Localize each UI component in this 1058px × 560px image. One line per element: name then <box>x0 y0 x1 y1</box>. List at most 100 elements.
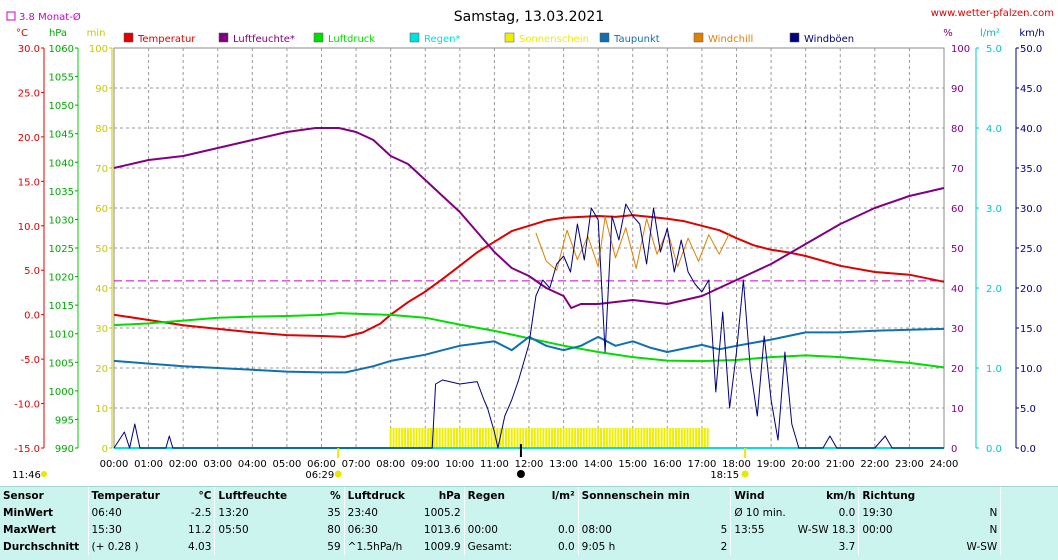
legend-label-1: Luftfeuchte* <box>233 34 295 45</box>
series-line-0 <box>113 214 945 338</box>
legend-label-5: Taupunkt <box>613 34 660 45</box>
sunshine-bar-72 <box>597 428 600 448</box>
x-tick-3: 03:00 <box>203 459 232 470</box>
sunshine-bar-15 <box>432 428 435 448</box>
series-line-3 <box>113 327 945 374</box>
stats-row-2-cell-5: ^1.5hPa/h <box>347 540 403 553</box>
sunshine-bar-39 <box>502 428 505 448</box>
rain-tick-4: 1.0 <box>986 364 1002 375</box>
moon-icon <box>516 470 525 478</box>
sunshine-bar-84 <box>631 428 634 448</box>
x-tick-1: 01:00 <box>134 459 163 470</box>
kmh-tick-8: 10.0 <box>1020 364 1042 375</box>
series-line-5 <box>113 203 944 449</box>
x-tick-12: 12:00 <box>515 459 544 470</box>
sunshine-bar-53 <box>542 428 545 448</box>
kmh-tick-7: 15.0 <box>1020 324 1042 335</box>
sunshine-bar-71 <box>594 428 597 448</box>
sunshine-bar-82 <box>625 428 628 448</box>
min-tick-6: 40 <box>95 284 108 295</box>
sunshine-bar-35 <box>490 428 493 448</box>
weather-chart: Samstag, 13.03.2021 www.wetter-pfalzen.c… <box>6 8 1054 481</box>
hpa-tick-7: 1025 <box>49 244 74 255</box>
series-line-4 <box>535 216 731 271</box>
sunshine-bar-59 <box>559 428 562 448</box>
site-link[interactable]: www.wetter-pfalzen.com <box>931 8 1054 19</box>
sunshine-bar-16 <box>435 428 438 448</box>
stats-row-0-cell-2: -2.5 <box>162 504 216 521</box>
hpa-tick-3: 1045 <box>49 130 74 141</box>
pct-tick-10: 0 <box>951 444 957 455</box>
sunshine-bar-23 <box>455 428 458 448</box>
x-tick-15: 15:00 <box>618 459 647 470</box>
x-tick-0: 00:00 <box>100 459 129 470</box>
pct-tick-4: 60 <box>951 204 964 215</box>
min-tick-8: 20 <box>95 364 108 375</box>
kmh-tick-4: 30.0 <box>1020 204 1042 215</box>
stats-row-1-cell-4: 80 <box>290 521 345 538</box>
sunshine-bar-102 <box>683 428 686 448</box>
stats-row-1-cell-12: W-SW 18.3 <box>792 521 860 538</box>
stats-header-cell-2: °C <box>162 487 216 504</box>
min-tick-1: 90 <box>95 84 108 95</box>
stats-row-1-cell-1: 15:30 <box>91 523 122 536</box>
kmh-tick-9: 5.0 <box>1020 404 1036 415</box>
sunshine-bar-105 <box>692 428 695 448</box>
sunshine-bar-26 <box>464 428 467 448</box>
sunshine-bar-50 <box>533 428 536 448</box>
sunshine-bar-7 <box>409 428 412 448</box>
sunshine-bar-97 <box>669 428 672 448</box>
sunshine-bar-101 <box>680 428 683 448</box>
sunshine-bar-74 <box>602 428 605 448</box>
temp-tick-5: 5.0 <box>24 266 40 277</box>
hpa-tick-11: 1005 <box>49 358 74 369</box>
sunshine-bar-78 <box>614 428 617 448</box>
hpa-tick-14: 990 <box>55 444 74 455</box>
rain-tick-0: 5.0 <box>986 44 1002 55</box>
sunshine-bar-58 <box>556 428 559 448</box>
min-tick-7: 30 <box>95 324 108 335</box>
sunrise-icon <box>334 470 342 478</box>
sunshine-bar-36 <box>493 428 496 448</box>
min-tick-4: 60 <box>95 204 108 215</box>
sunshine-bar-80 <box>620 428 623 448</box>
sunshine-bar-46 <box>522 428 525 448</box>
kmh-tick-5: 25.0 <box>1020 244 1042 255</box>
markers: 06:29 18:15 11:46 <box>12 444 749 481</box>
stats-row-0-cell-13: 19:30 <box>862 506 893 519</box>
sunshine-bar-21 <box>450 428 453 448</box>
stats-row-1-cell-13: 00:00 <box>862 523 893 536</box>
sunshine-bar-64 <box>574 428 577 448</box>
stats-header-cell-13: Richtung <box>862 489 916 502</box>
stats-header-cell-9: Sonnenschein min <box>581 489 690 502</box>
stats-row-2-cell-6: 1009.9 <box>410 538 465 555</box>
min-tick-9: 10 <box>95 404 108 415</box>
sunshine-bar-45 <box>519 428 522 448</box>
stats-row-1-cell-5: 06:30 <box>347 523 378 536</box>
hpa-tick-13: 995 <box>55 415 74 426</box>
sunshine-bar-31 <box>479 428 482 448</box>
sunshine-bar-47 <box>525 428 528 448</box>
stats-header-cell-10 <box>692 487 732 504</box>
sunshine-bar-106 <box>695 428 698 448</box>
stats-row-1-cell-3: 05:50 <box>218 523 249 536</box>
stats-row-2-cell-14: W-SW <box>930 538 1002 555</box>
sunshine-bar-42 <box>510 428 513 448</box>
x-tick-14: 14:00 <box>584 459 613 470</box>
pct-tick-5: 50 <box>951 244 964 255</box>
stats-row-0-cell-14: N <box>930 504 1002 521</box>
sunshine-bar-57 <box>553 428 556 448</box>
series-line-2 <box>113 312 945 369</box>
sunshine-bar-104 <box>689 428 692 448</box>
kmh-tick-0: 50.0 <box>1020 44 1042 55</box>
stats-row-2: Durchschnitt (+ 0.28 ) 4.03 59 ^1.5hPa/h 1009… <box>0 538 1002 555</box>
pct-tick-2: 80 <box>951 124 964 135</box>
stats-row-0-cell-3: 13:20 <box>218 506 249 519</box>
sunshine-bar-103 <box>686 428 689 448</box>
stats-row-2-cell-0: Durchschnitt <box>0 538 89 555</box>
axes: 30.0 25.0 20.0 15.0 10.0 5.0 0.0 -5.0 -10.0 -15.0… <box>14 44 1042 470</box>
stats-header-cell-5: Luftdruck <box>347 489 405 502</box>
x-tick-17: 17:00 <box>688 459 717 470</box>
stats-header-cell-6: hPa <box>410 487 465 504</box>
stats-row-1-cell-11: 13:55 <box>734 523 765 536</box>
